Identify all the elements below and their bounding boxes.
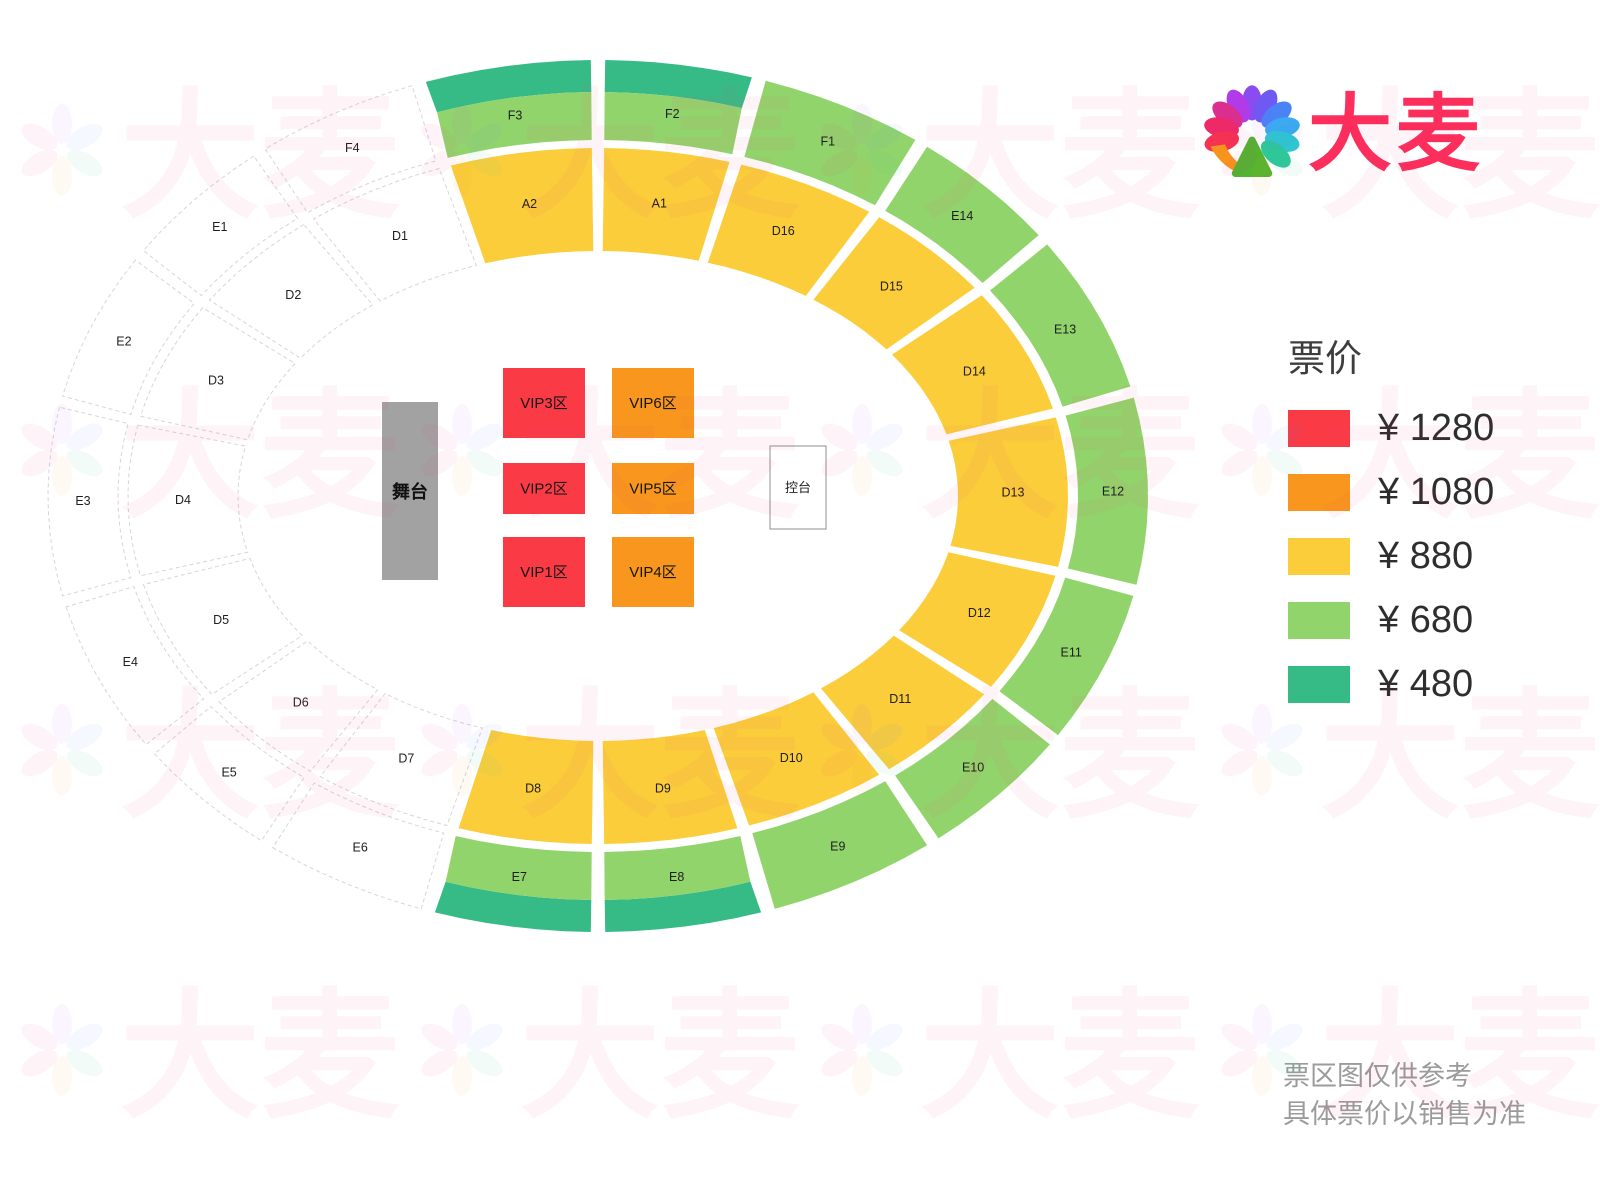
price-legend: 票价 ¥ 1280 ¥ 1080 ¥ 880 ¥ 680 ¥ 480 [1288,328,1494,730]
section-label-D12: D12 [968,606,991,620]
section-label-VIP3区: VIP3区 [520,395,568,412]
section-D9[interactable]: D9 [602,730,738,844]
section-D13[interactable]: D13 [948,417,1068,567]
section-VIP4区[interactable]: VIP4区 [612,537,694,607]
section-label-E11: E11 [1061,645,1082,659]
brand-name: 大麦 [1308,87,1485,181]
legend-price-label: ¥ 880 [1378,535,1474,577]
section-VIP2区[interactable]: VIP2区 [503,463,585,514]
disclaimer-line-1: 票区图仅供参考 [1283,1061,1472,1091]
section-label-F2: F2 [665,107,680,121]
section-label-VIP4区: VIP4区 [629,564,677,581]
legend-row-orange: ¥ 1080 [1288,471,1495,513]
section-label-VIP1区: VIP1区 [520,564,568,581]
legend-price-label: ¥ 1280 [1378,407,1495,449]
section-E8[interactable]: E8 [604,836,762,932]
legend-swatch-orange [1288,474,1350,511]
disclaimer: 票区图仅供参考 具体票价以销售为准 [1283,1058,1526,1134]
section-label-D10: D10 [780,751,803,765]
legend-price-label: ¥ 480 [1378,663,1474,705]
legend-row-green: ¥ 680 [1288,599,1494,641]
section-D4: D4 [127,424,249,577]
legend-row-yellow: ¥ 880 [1288,535,1494,577]
section-label-D3: D3 [208,373,224,387]
section-VIP6区[interactable]: VIP6区 [612,368,694,438]
section-label-E13: E13 [1054,322,1076,336]
section-label-D4: D4 [175,493,191,507]
section-label-E7: E7 [512,870,527,884]
section-label-E6: E6 [353,840,368,854]
section-label-E9: E9 [830,840,845,854]
section-label-F4: F4 [345,141,360,155]
section-label-D14: D14 [963,364,986,378]
legend-swatch-yellow [1288,538,1350,575]
section-E7[interactable]: E7 [434,836,592,932]
section-VIP5区[interactable]: VIP5区 [612,463,694,514]
section-label-D8: D8 [525,781,541,795]
legend-swatch-green [1288,602,1350,639]
legend-swatch-teal [1288,666,1350,703]
section-VIP1区[interactable]: VIP1区 [503,537,585,607]
section-label-D13: D13 [1002,486,1025,500]
control-desk-label: 控台 [785,480,811,495]
section-label-E1: E1 [212,220,227,234]
section-label-A2: A2 [522,197,537,211]
legend-row-teal: ¥ 480 [1288,663,1494,705]
section-label-E2: E2 [116,334,131,348]
section-label-VIP6区: VIP6区 [629,395,677,412]
section-label-E14: E14 [951,209,973,223]
section-label-D2: D2 [285,288,301,302]
section-label-F3: F3 [508,108,523,122]
section-label-E12: E12 [1102,485,1124,499]
section-label-D6: D6 [293,696,309,710]
legend-row-red: ¥ 1280 [1288,407,1495,449]
section-label-E5: E5 [221,765,236,779]
section-label-E8: E8 [669,870,684,884]
stage: 舞台 [382,402,438,580]
section-label-E3: E3 [75,494,90,508]
section-label-D5: D5 [213,613,229,627]
damai-flower-icon [1204,85,1300,178]
section-label-E10: E10 [962,760,984,774]
section-label-D11: D11 [889,692,911,706]
section-label-A1: A1 [652,196,667,210]
control-desk: 控台 [769,445,827,530]
section-label-VIP5区: VIP5区 [629,481,677,498]
section-A2[interactable]: A2 [450,148,594,264]
section-F3[interactable]: F3 [425,60,592,158]
section-E12[interactable]: E12 [1065,397,1148,585]
section-label-D15: D15 [880,280,903,294]
section-VIP3区[interactable]: VIP3区 [503,368,585,438]
section-A1[interactable]: A1 [602,148,730,261]
disclaimer-line-2: 具体票价以销售为准 [1283,1098,1526,1129]
section-label-D9: D9 [655,781,671,795]
legend-price-label: ¥ 680 [1378,599,1474,641]
section-label-D7: D7 [398,752,414,766]
legend-swatch-red [1288,410,1350,447]
section-D8[interactable]: D8 [458,730,594,844]
section-label-D16: D16 [772,224,795,238]
legend-price-label: ¥ 1080 [1378,471,1495,513]
damai-logo: 大麦 [1196,78,1484,190]
section-E3: E3 [47,406,132,597]
section-label-VIP2区: VIP2区 [520,481,568,498]
stage-label: 舞台 [392,481,428,502]
section-F2[interactable]: F2 [604,60,752,155]
section-label-F1: F1 [821,135,836,149]
section-label-E4: E4 [123,655,138,669]
section-label-D1: D1 [392,229,408,243]
legend-title: 票价 [1288,338,1362,379]
